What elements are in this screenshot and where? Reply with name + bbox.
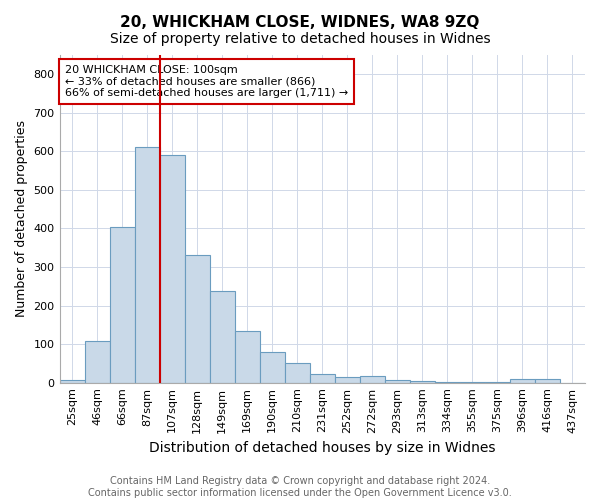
Bar [410, 381, 435, 382]
Bar [310, 374, 335, 382]
Bar [110, 228, 134, 382]
Text: 20, WHICKHAM CLOSE, WIDNES, WA8 9ZQ: 20, WHICKHAM CLOSE, WIDNES, WA8 9ZQ [121, 15, 479, 30]
Bar [510, 379, 535, 382]
Bar [209, 292, 235, 382]
X-axis label: Distribution of detached houses by size in Widnes: Distribution of detached houses by size … [149, 441, 496, 455]
Bar [360, 376, 385, 382]
Bar [59, 380, 85, 382]
Bar [385, 380, 410, 382]
Text: Size of property relative to detached houses in Widnes: Size of property relative to detached ho… [110, 32, 490, 46]
Bar [85, 342, 110, 382]
Bar [185, 256, 209, 382]
Bar [285, 363, 310, 382]
Bar [535, 379, 560, 382]
Bar [260, 352, 285, 382]
Bar [160, 155, 185, 382]
Bar [335, 377, 360, 382]
Bar [235, 330, 260, 382]
Text: 20 WHICKHAM CLOSE: 100sqm
← 33% of detached houses are smaller (866)
66% of semi: 20 WHICKHAM CLOSE: 100sqm ← 33% of detac… [65, 65, 348, 98]
Text: Contains HM Land Registry data © Crown copyright and database right 2024.
Contai: Contains HM Land Registry data © Crown c… [88, 476, 512, 498]
Bar [134, 147, 160, 382]
Y-axis label: Number of detached properties: Number of detached properties [15, 120, 28, 318]
